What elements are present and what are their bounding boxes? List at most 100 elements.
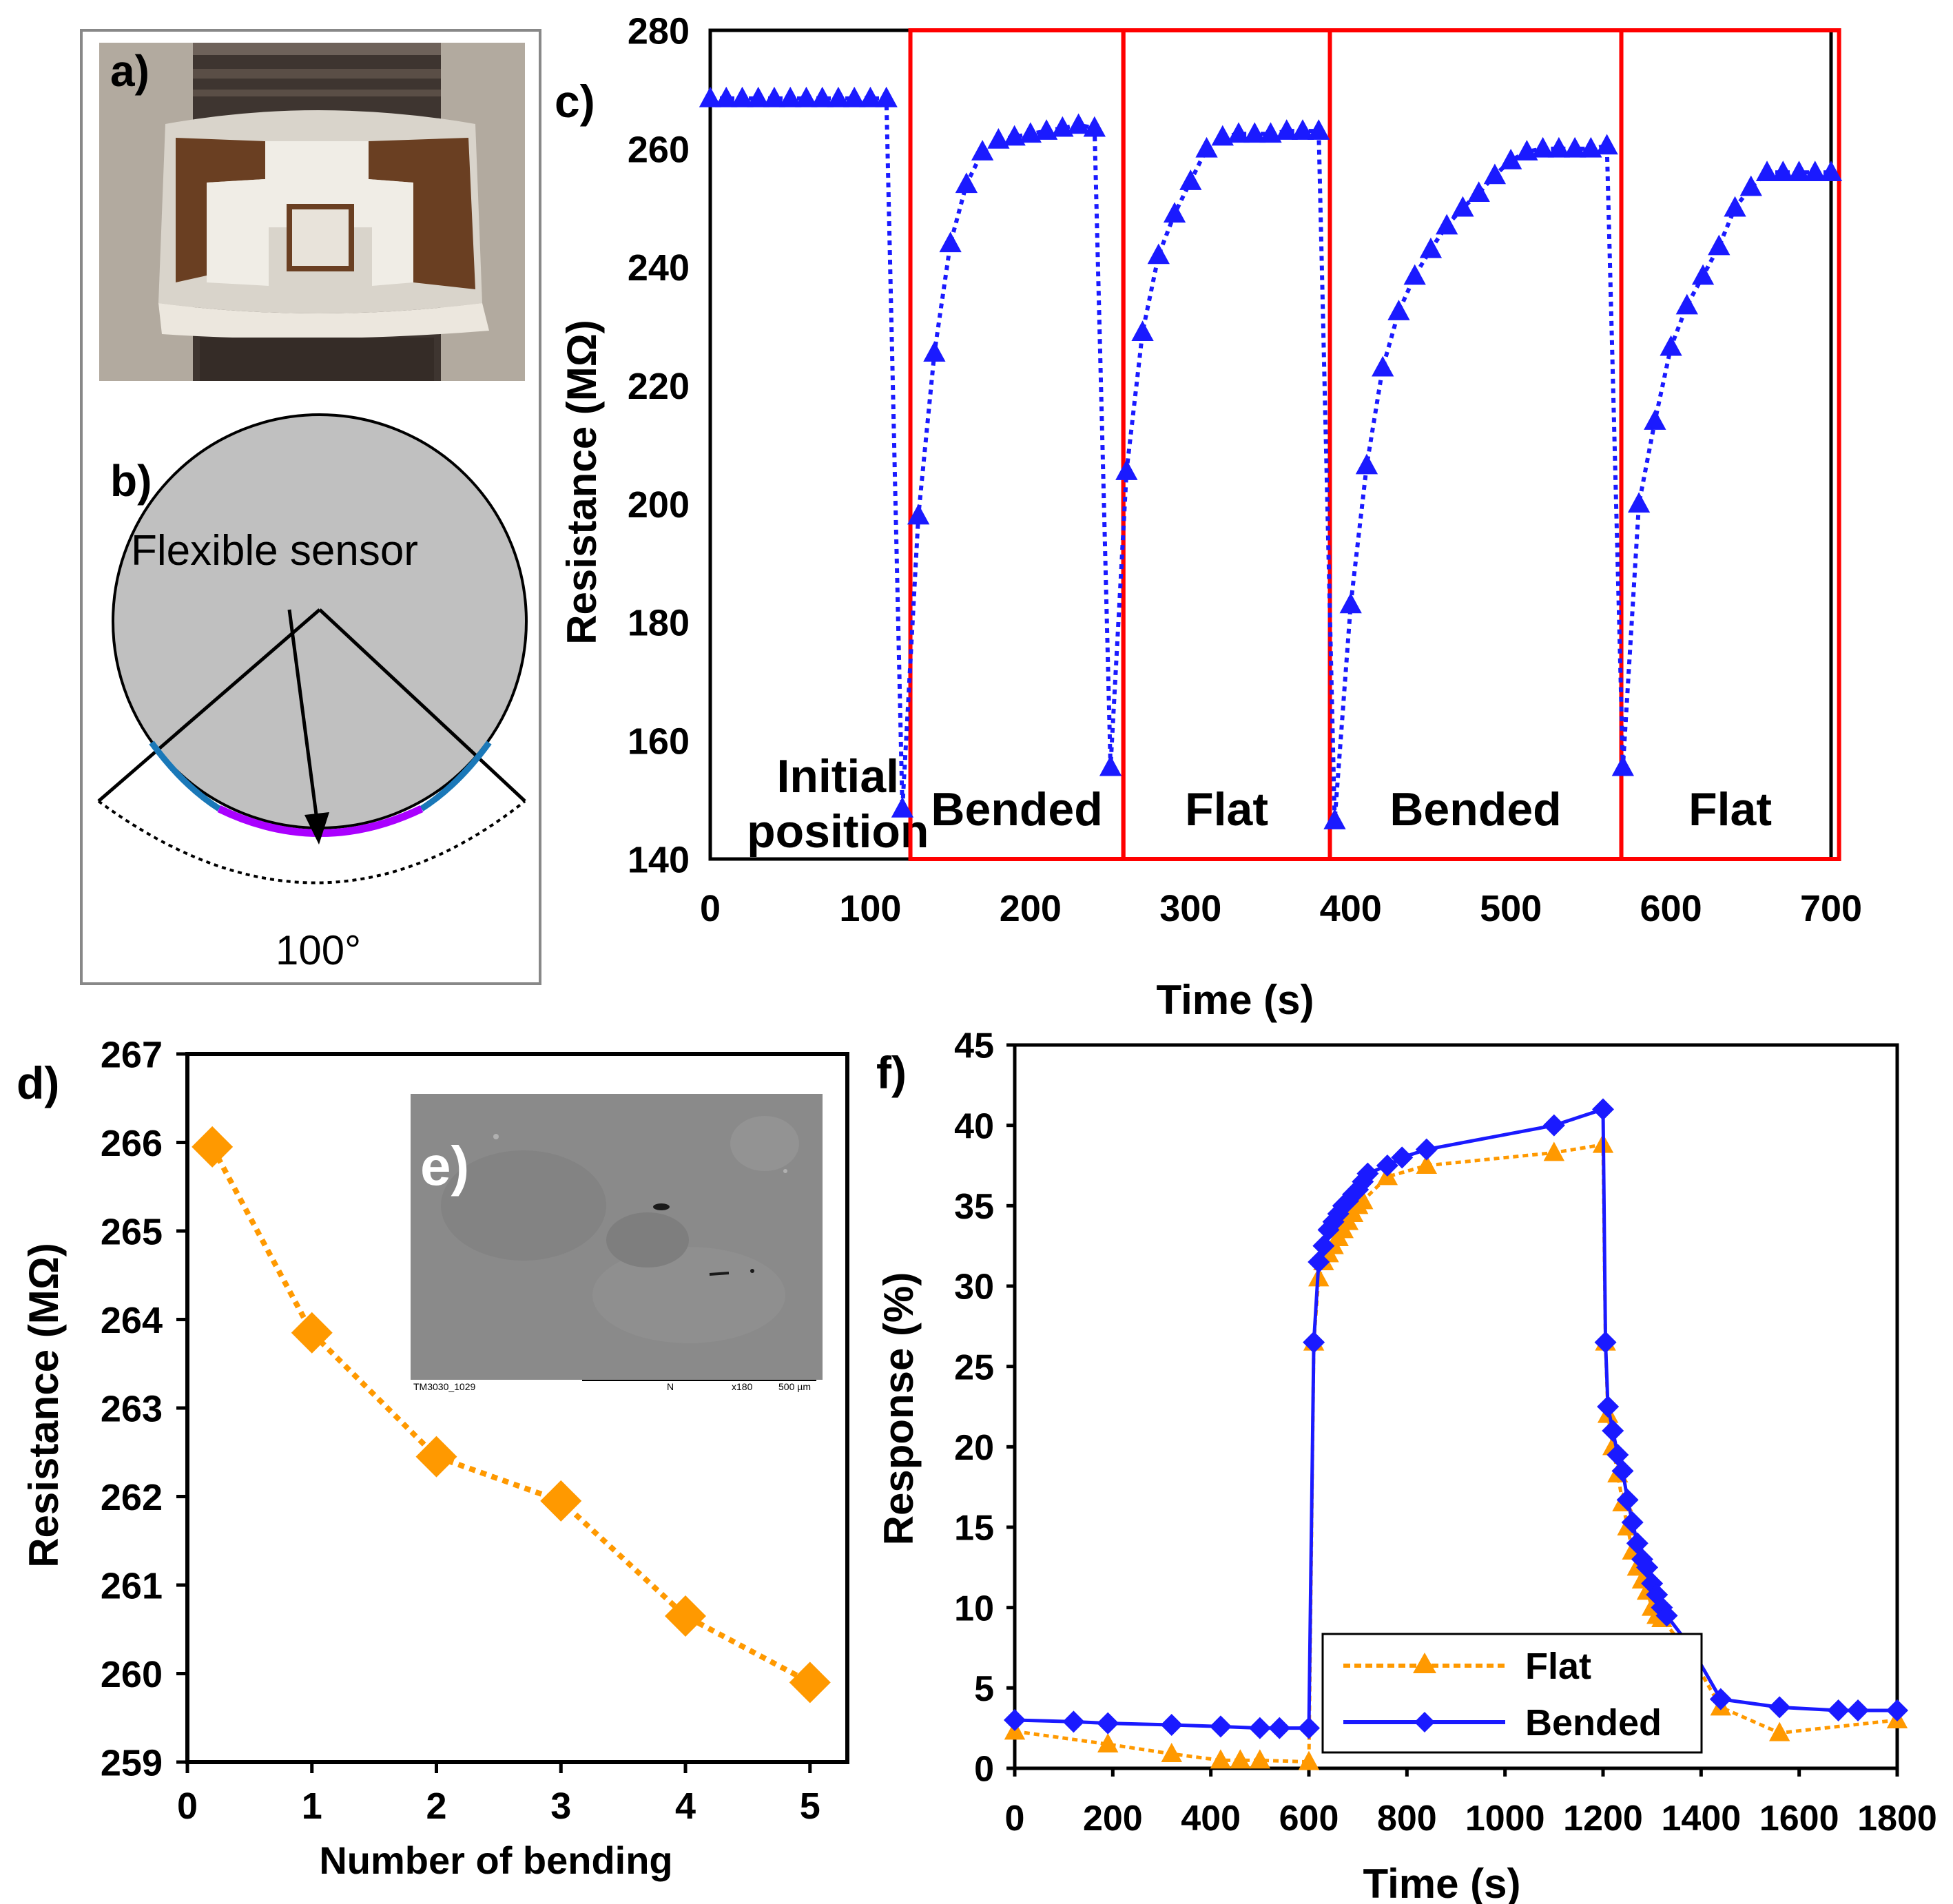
- region-label: Initial: [776, 750, 899, 803]
- sensor-pointer-arrow: [287, 609, 319, 820]
- data-point: [1616, 1489, 1639, 1511]
- data-point: [1636, 1556, 1659, 1579]
- y-tick-label: 10: [954, 1589, 994, 1628]
- x-tick-label: 1: [302, 1786, 322, 1827]
- data-point: [763, 86, 786, 107]
- chart-d-ylabel: Resistance (MΩ): [21, 1243, 67, 1568]
- chart-d-xlabel: Number of bending: [319, 1839, 672, 1882]
- data-point: [1769, 1721, 1790, 1741]
- data-point: [1067, 113, 1090, 134]
- y-tick-label: 0: [974, 1750, 994, 1790]
- x-tick-label: 0: [177, 1786, 198, 1827]
- y-tick-label: 259: [101, 1742, 163, 1783]
- data-point: [415, 1436, 457, 1478]
- data-point: [1708, 234, 1730, 256]
- data-point: [291, 1312, 333, 1354]
- data-point: [1243, 122, 1266, 143]
- data-point: [699, 86, 722, 107]
- data-point: [1210, 1749, 1232, 1769]
- data-point: [1298, 1717, 1320, 1739]
- data-point: [1827, 1699, 1850, 1721]
- data-point: [1097, 1733, 1119, 1752]
- y-tick-label: 30: [954, 1267, 994, 1307]
- data-point: [795, 86, 818, 107]
- data-point: [1115, 459, 1138, 480]
- data-point: [1003, 125, 1026, 146]
- x-tick-label: 0: [1005, 1799, 1025, 1839]
- data-point: [1886, 1699, 1908, 1721]
- x-tick-label: 600: [1279, 1799, 1339, 1839]
- sem-caption-magnification: x180: [732, 1381, 753, 1392]
- data-point: [1051, 116, 1074, 137]
- data-point: [1595, 134, 1618, 155]
- data-point: [1323, 809, 1346, 829]
- x-tick-label: 2: [426, 1786, 446, 1827]
- legend-flat-marker: [1413, 1653, 1436, 1673]
- sem-caption-id: TM3030_1029: [413, 1381, 476, 1392]
- chart-f-ylabel: Response (%): [876, 1272, 922, 1546]
- sensor-electrode-right: [420, 741, 492, 811]
- x-tick-label: 100: [839, 888, 901, 929]
- data-point: [789, 1662, 831, 1704]
- region-box: [1121, 28, 1332, 861]
- data-point: [875, 86, 898, 107]
- data-point: [1709, 1688, 1732, 1710]
- sensor-photo: [99, 43, 525, 381]
- y-tick-label: 35: [954, 1187, 994, 1227]
- chart-d-panel-label: d): [17, 1057, 59, 1108]
- x-tick-label: 200: [1000, 888, 1062, 929]
- data-point: [1804, 161, 1826, 181]
- data-point: [1768, 1696, 1791, 1719]
- x-tick-label: 400: [1320, 888, 1382, 929]
- y-tick-label: 265: [101, 1211, 163, 1252]
- data-point: [1259, 122, 1282, 143]
- series-line-resistance: [710, 96, 1831, 821]
- chart-c-xlabel: Time (s): [1157, 977, 1314, 1023]
- data-point: [715, 86, 738, 107]
- data-point: [1372, 355, 1394, 377]
- data-point: [1387, 300, 1410, 320]
- data-point: [1675, 293, 1698, 315]
- data-point: [1436, 214, 1458, 235]
- data-point: [1209, 1715, 1232, 1738]
- data-point: [1660, 335, 1682, 356]
- data-point: [1467, 181, 1490, 203]
- chart-f: 0 200 400 600 800 1000 1200 1400 1600 1800 0 5 10 15 2…: [876, 1026, 1937, 1904]
- chart-f-legend: Flat Bended: [1321, 1633, 1703, 1754]
- chart-f-plot-frame: [1013, 1043, 1899, 1770]
- panel-label-a: a): [110, 46, 149, 96]
- data-point: [1592, 1098, 1614, 1121]
- data-point: [1611, 1460, 1634, 1482]
- data-point: [1035, 119, 1058, 140]
- data-point: [665, 1595, 707, 1637]
- y-tick-label: 263: [101, 1388, 163, 1429]
- data-point: [1611, 755, 1634, 776]
- region-label: Flat: [1688, 783, 1772, 836]
- bend-angle-label: 100°: [276, 927, 361, 973]
- data-point: [1163, 202, 1186, 223]
- region-label: Flat: [1185, 783, 1268, 836]
- y-tick-label: 280: [628, 10, 690, 52]
- data-point: [1211, 125, 1234, 146]
- y-tick-label: 260: [101, 1654, 163, 1695]
- legend-bended-marker: [1414, 1712, 1435, 1732]
- data-point: [1298, 1750, 1320, 1770]
- arrowhead-icon: [304, 812, 329, 845]
- data-point: [1291, 119, 1314, 140]
- y-tick-label: 262: [101, 1477, 163, 1518]
- y-tick-label: 260: [628, 129, 690, 170]
- x-tick-label: 4: [675, 1786, 696, 1827]
- chart-c-panel-label: c): [555, 76, 595, 127]
- data-point: [1739, 175, 1762, 196]
- data-point: [192, 1126, 234, 1168]
- data-point: [1147, 243, 1170, 265]
- data-point: [1352, 1190, 1374, 1210]
- y-tick-label: 160: [628, 721, 690, 763]
- data-point: [1131, 320, 1154, 341]
- chart-d: 0 1 2 3 4 5 259 260 261 262 263 264 265 266 267 d) Num…: [17, 1034, 849, 1882]
- x-tick-label: 600: [1640, 888, 1702, 929]
- sensor-electrode-left: [149, 741, 221, 811]
- x-tick-label: 5: [800, 1786, 820, 1827]
- data-point: [843, 86, 866, 107]
- data-point: [1772, 161, 1795, 181]
